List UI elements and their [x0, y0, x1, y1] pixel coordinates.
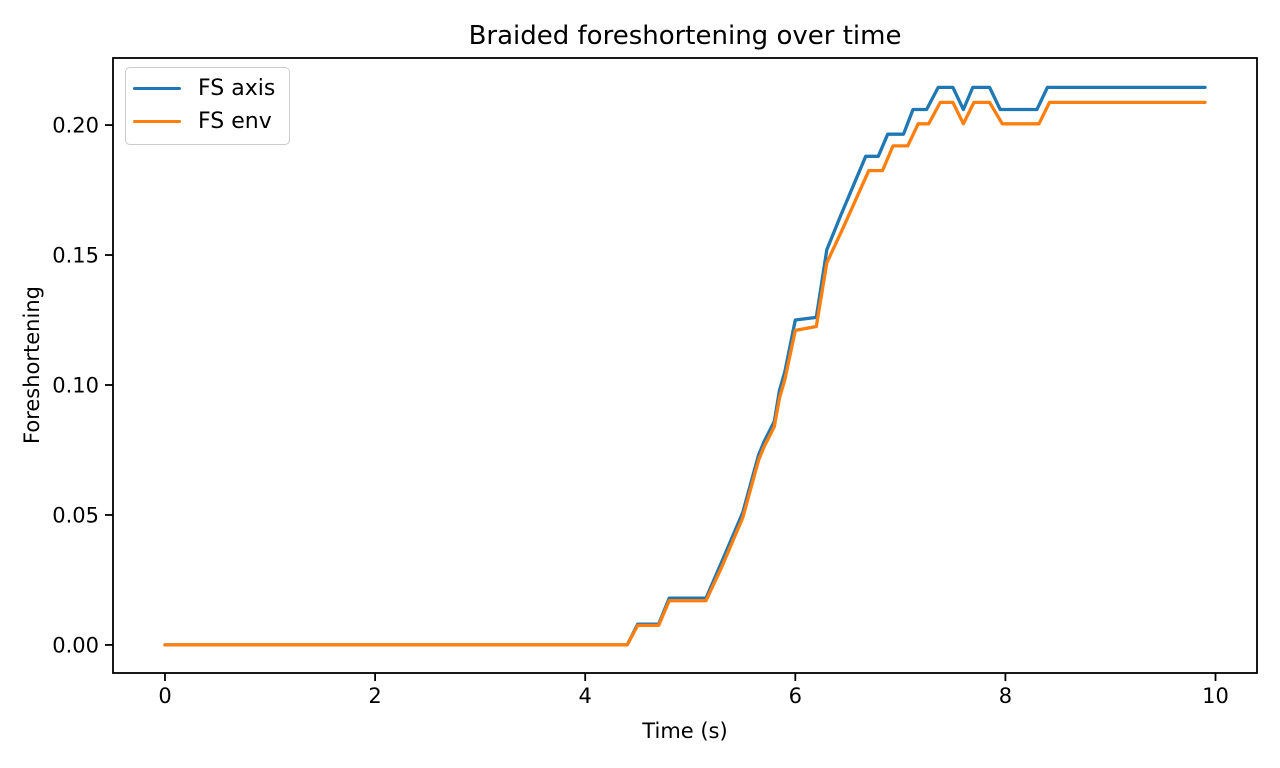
legend-swatch-fs-axis [133, 86, 181, 91]
legend-swatch-fs-env [133, 119, 181, 124]
series-line-fs-axis [163, 85, 1207, 647]
y-axis-label-text: Foreshortening [20, 286, 44, 444]
y-tick-label: 0.10 [52, 373, 99, 397]
legend-item-fs-axis: FS axis [133, 72, 275, 105]
x-tick-label: 0 [158, 684, 171, 708]
chart-title: Braided foreshortening over time [468, 21, 902, 51]
legend: FS axis FS env [125, 67, 291, 145]
x-axis-label: Time (s) [642, 719, 728, 743]
y-tick-label: 0.05 [52, 503, 99, 527]
plot-border [112, 57, 1258, 674]
legend-item-fs-env: FS env [133, 105, 275, 138]
x-tick-label: 10 [1202, 684, 1229, 708]
x-tick-label: 8 [999, 684, 1012, 708]
x-tick-label: 6 [789, 684, 802, 708]
y-tick-label: 0.00 [52, 633, 99, 657]
legend-label-fs-env: FS env [198, 108, 272, 134]
x-tick-label: 2 [368, 684, 381, 708]
legend-label-fs-axis: FS axis [198, 75, 276, 101]
series-line-fs-env [163, 100, 1207, 647]
y-tick-label: 0.15 [52, 244, 99, 268]
y-tick-label: 0.20 [52, 114, 99, 138]
x-tick-label: 4 [579, 684, 592, 708]
